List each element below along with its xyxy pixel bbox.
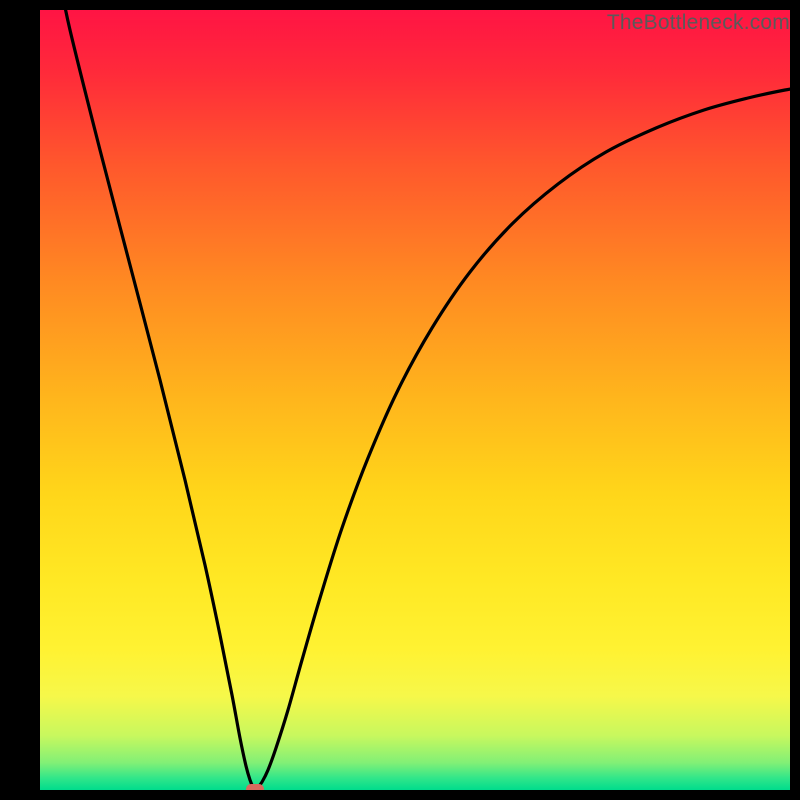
frame-border-top (0, 0, 800, 10)
frame-border-right (790, 0, 800, 800)
figure-root: TheBottleneck.com (0, 0, 800, 800)
optimum-marker (246, 784, 264, 790)
frame-border-bottom (0, 790, 800, 800)
plot-area (40, 10, 790, 790)
watermark-text: TheBottleneck.com (607, 11, 790, 35)
frame-border-left (0, 0, 40, 800)
bottleneck-curve (60, 10, 790, 789)
curve-svg (40, 10, 790, 790)
